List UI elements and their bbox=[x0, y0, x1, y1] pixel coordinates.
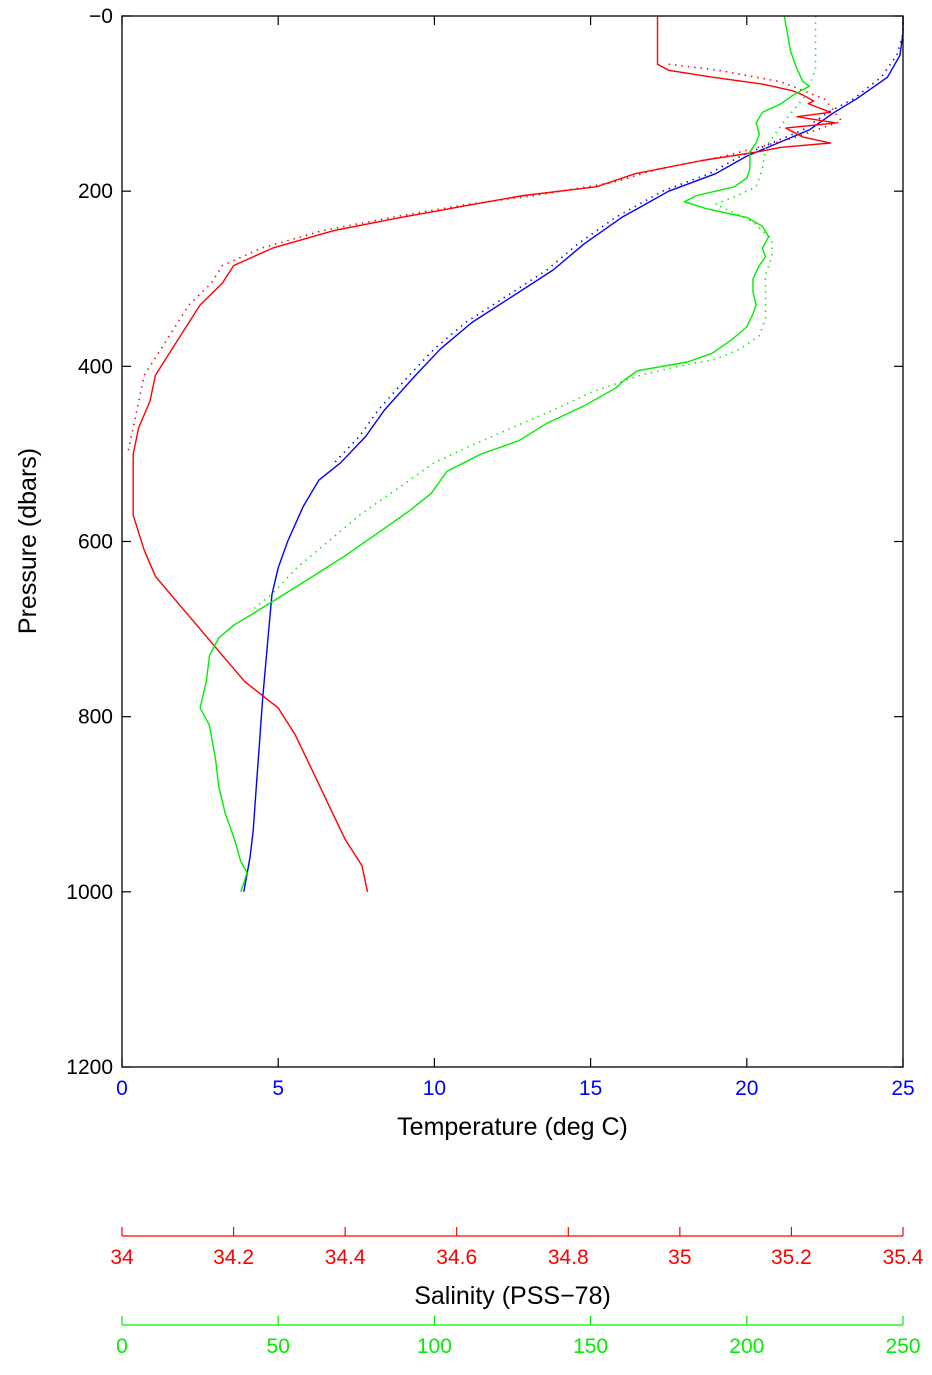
salinity-tick-label: 35 bbox=[668, 1246, 691, 1269]
temperature-axis-title: Temperature (deg C) bbox=[397, 1113, 628, 1141]
oxygen-dotted-series bbox=[249, 16, 817, 613]
temperature-solid-series bbox=[243, 16, 904, 892]
oxygen-axis-title: Oxygen (ml/l) bbox=[438, 1371, 587, 1375]
salinity-axis: 34 34.2 34.4 34.6 34.8 35 35.2 35.4 Salinity (PS… bbox=[110, 1227, 924, 1310]
salinity-axis-title: Salinity (PSS−78) bbox=[414, 1282, 611, 1310]
y-tick-label: 200 bbox=[78, 180, 113, 203]
salinity-tick-label: 34.4 bbox=[325, 1246, 366, 1269]
temperature-tick-label: 5 bbox=[272, 1077, 284, 1100]
salinity-tick-label: 34.8 bbox=[548, 1246, 589, 1269]
temperature-tick-label: 15 bbox=[579, 1077, 602, 1100]
oxygen-solid-series bbox=[199, 15, 810, 893]
y-axis-title: Pressure (dbars) bbox=[14, 448, 42, 634]
y-tick-label: 600 bbox=[78, 531, 113, 554]
temperature-tick-label: 10 bbox=[423, 1077, 446, 1100]
oxygen-tick-label: 100 bbox=[417, 1335, 452, 1358]
salinity-tick-label: 34 bbox=[110, 1246, 134, 1269]
oxygen-axis: 0 50 100 150 200 250 Oxygen (ml/l) bbox=[116, 1316, 921, 1375]
temperature-axis: 0 5 10 15 20 25 Temperature (deg C) bbox=[116, 16, 915, 1141]
oxygen-tick-label: 150 bbox=[573, 1335, 608, 1358]
series-layer bbox=[126, 15, 904, 893]
oxygen-tick-label: 200 bbox=[729, 1335, 764, 1358]
oxygen-tick-label: 250 bbox=[885, 1335, 920, 1358]
y-axis: −0 200 400 600 800 1000 1200 bbox=[66, 5, 903, 1079]
salinity-tick-label: 34.2 bbox=[213, 1246, 254, 1269]
y-tick-label: 1000 bbox=[66, 881, 113, 904]
oxygen-tick-label: 50 bbox=[267, 1335, 290, 1358]
temperature-tick-label: 25 bbox=[891, 1077, 914, 1100]
salinity-tick-label: 34.6 bbox=[436, 1246, 477, 1269]
temperature-tick-label: 0 bbox=[116, 1077, 128, 1100]
y-tick-label: 400 bbox=[78, 355, 113, 378]
y-tick-label: −0 bbox=[89, 5, 113, 28]
salinity-tick-label: 35.4 bbox=[883, 1246, 924, 1269]
salinity-tick-label: 35.2 bbox=[771, 1246, 812, 1269]
salinity-solid-series bbox=[132, 16, 837, 892]
salinity-dotted-series bbox=[126, 63, 843, 455]
y-tick-label: 800 bbox=[78, 706, 113, 729]
temperature-tick-label: 20 bbox=[735, 1077, 758, 1100]
y-tick-label: 1200 bbox=[66, 1056, 113, 1079]
oxygen-tick-label: 0 bbox=[116, 1335, 128, 1358]
